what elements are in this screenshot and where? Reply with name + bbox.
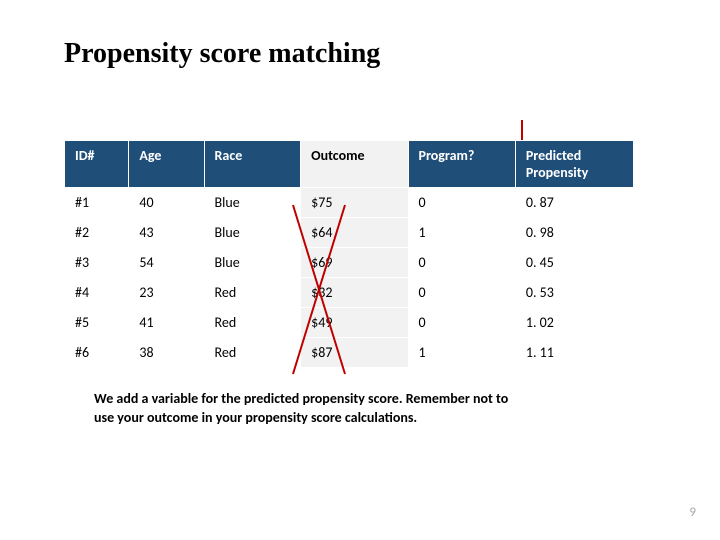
table-cell: 23	[129, 278, 204, 308]
propensity-table: ID# Age Race Outcome Program? Predicted …	[64, 140, 634, 368]
table-cell: #2	[65, 218, 129, 248]
table-cell: 0. 87	[515, 188, 633, 218]
table-cell: 40	[129, 188, 204, 218]
table-cell: Red	[204, 338, 301, 368]
table-cell: 0	[408, 308, 515, 338]
table-cell: $87	[301, 338, 408, 368]
table-cell: 0	[408, 248, 515, 278]
table-cell: $69	[301, 248, 408, 278]
col-header-program: Program?	[408, 141, 515, 188]
table-row: #354Blue$6900. 45	[65, 248, 634, 278]
table-header-row: ID# Age Race Outcome Program? Predicted …	[65, 141, 634, 188]
table-cell: #6	[65, 338, 129, 368]
table-cell: 41	[129, 308, 204, 338]
page-number: 9	[689, 505, 696, 520]
table-cell: 0. 98	[515, 218, 633, 248]
table-cell: $75	[301, 188, 408, 218]
table-row: #638Red$8711. 11	[65, 338, 634, 368]
table-cell: 1	[408, 218, 515, 248]
table-row: #541Red$4901. 02	[65, 308, 634, 338]
col-header-id: ID#	[65, 141, 129, 188]
table-cell: 1. 02	[515, 308, 633, 338]
table-cell: $49	[301, 308, 408, 338]
col-header-age: Age	[129, 141, 204, 188]
table-row: #140Blue$7500. 87	[65, 188, 634, 218]
col-header-race: Race	[204, 141, 301, 188]
col-header-outcome: Outcome	[301, 141, 408, 188]
table-cell: 0. 45	[515, 248, 633, 278]
table-cell: Blue	[204, 218, 301, 248]
table-cell: 1. 11	[515, 338, 633, 368]
table-cell: #3	[65, 248, 129, 278]
table-row: #243Blue$6410. 98	[65, 218, 634, 248]
table-cell: 1	[408, 338, 515, 368]
table-cell: 38	[129, 338, 204, 368]
table-cell: 0	[408, 278, 515, 308]
table-cell: Blue	[204, 188, 301, 218]
table-cell: #1	[65, 188, 129, 218]
table-cell: 54	[129, 248, 204, 278]
table-cell: $64	[301, 218, 408, 248]
table-cell: 0	[408, 188, 515, 218]
table-cell: 0. 53	[515, 278, 633, 308]
table-cell: $32	[301, 278, 408, 308]
col-header-predicted: Predicted Propensity	[515, 141, 633, 188]
table-row: #423Red$3200. 53	[65, 278, 634, 308]
table-cell: 43	[129, 218, 204, 248]
slide-title: Propensity score matching	[64, 38, 660, 70]
table-cell: #4	[65, 278, 129, 308]
table-cell: #5	[65, 308, 129, 338]
table-cell: Red	[204, 308, 301, 338]
table-cell: Blue	[204, 248, 301, 278]
table-cell: Red	[204, 278, 301, 308]
caption-text: We add a variable for the predicted prop…	[94, 390, 514, 428]
